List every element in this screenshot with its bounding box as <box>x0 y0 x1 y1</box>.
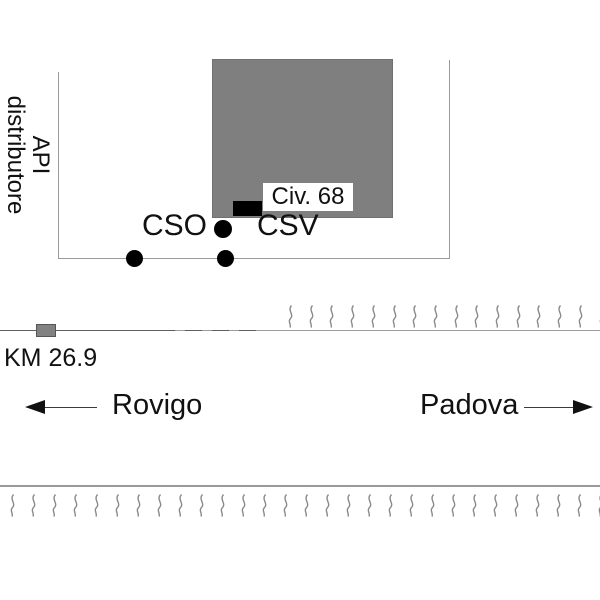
guardrail-squiggle-icon <box>433 305 438 328</box>
guardrail-squiggle-icon <box>304 494 309 517</box>
guardrail-squiggle-icon <box>288 305 293 328</box>
guardrail-squiggle-icon <box>557 305 562 328</box>
guardrail-squiggle-icon <box>220 494 225 517</box>
guardrail-squiggle-icon <box>309 305 314 328</box>
guardrail-squiggle-icon <box>472 494 477 517</box>
boundary-line-right <box>449 60 450 259</box>
guardrail-squiggle-icon <box>409 494 414 517</box>
padova-direction-label: Padova <box>420 389 519 421</box>
rovigo-arrow-head-icon <box>25 400 45 414</box>
guardrail-squiggle-icon <box>157 494 162 517</box>
survey-point-upper <box>214 220 232 238</box>
guardrail-squiggle-icon <box>136 494 141 517</box>
guardrail-squiggle-icon <box>474 305 479 328</box>
guardrail-squiggle-icon <box>52 494 57 517</box>
guardrail-squiggle-icon <box>412 305 417 328</box>
guardrail-squiggle-icon <box>241 494 246 517</box>
guardrail-squiggle-icon <box>325 494 330 517</box>
guardrail-squiggle-icon <box>199 494 204 517</box>
api-distributore-label: API distributore <box>2 80 54 230</box>
padova-arrow-line <box>524 407 576 408</box>
km-label: KM 26.9 <box>4 344 98 372</box>
guardrail-squiggle-icon <box>388 494 393 517</box>
guardrail-squiggle-icon <box>115 494 120 517</box>
guardrail-squiggle-icon <box>283 494 288 517</box>
guardrail-squiggle-icon <box>262 494 267 517</box>
guardrail-squiggle-icon <box>31 494 36 517</box>
guardrail-squiggle-icon <box>516 305 521 328</box>
guardrail-squiggle-icon <box>599 307 600 328</box>
guardrail-squiggle-icon <box>346 494 351 517</box>
guardrail-squiggle-icon <box>430 494 435 517</box>
guardrail-squiggle-icon <box>367 494 372 517</box>
guardrail-squiggle-icon <box>537 305 541 328</box>
road-edge-line <box>0 330 600 331</box>
boundary-line-left <box>58 72 59 259</box>
guardrail-squiggle-icon <box>495 305 500 328</box>
guardrail-band-road-north <box>286 304 600 329</box>
km-stone-marker <box>36 324 56 337</box>
road-edge-line-dark-segment <box>0 330 158 331</box>
civic-number-label: Civ. 68 <box>263 183 353 211</box>
rovigo-arrow-line <box>42 407 97 408</box>
api-label-line1: API <box>27 135 54 175</box>
guardrail-squiggle-icon <box>10 494 15 517</box>
guardrail-squiggle-icon <box>350 305 355 328</box>
guardrail-squiggle-icon <box>578 305 583 328</box>
guardrail-squiggle-icon <box>451 494 456 517</box>
rovigo-direction-label: Rovigo <box>112 389 203 421</box>
guardrail-squiggle-icon <box>493 494 498 517</box>
guardrail-band-south <box>8 493 600 518</box>
survey-point-left <box>126 250 143 267</box>
guardrail-squiggle-icon <box>371 305 376 328</box>
guardrail-squiggle-icon <box>454 305 458 328</box>
guardrail-squiggle-icon <box>94 494 99 517</box>
guardrail-squiggle-icon <box>514 494 519 517</box>
civic-entrance-marker <box>233 201 262 216</box>
guardrail-squiggle-icon <box>178 494 183 517</box>
csv-label: CSV <box>257 209 319 242</box>
survey-point-middle <box>217 250 234 267</box>
guardrail-squiggle-icon <box>73 494 78 517</box>
api-label-line2: distributore <box>2 95 29 215</box>
cso-label: CSO <box>142 209 208 242</box>
guardrail-squiggle-icon <box>598 495 600 517</box>
guardrail-squiggle-icon <box>556 494 561 517</box>
boundary-line-bottom <box>58 258 450 259</box>
guardrail-squiggle-icon <box>577 494 582 517</box>
padova-arrow-head-icon <box>573 400 593 414</box>
guardrail-squiggle-icon <box>535 494 540 517</box>
road-edge-line-dashes <box>158 330 258 331</box>
guardrail-squiggle-icon <box>392 305 396 328</box>
guardrail-squiggle-icon <box>330 305 334 328</box>
lower-road-edge-line <box>0 485 600 487</box>
